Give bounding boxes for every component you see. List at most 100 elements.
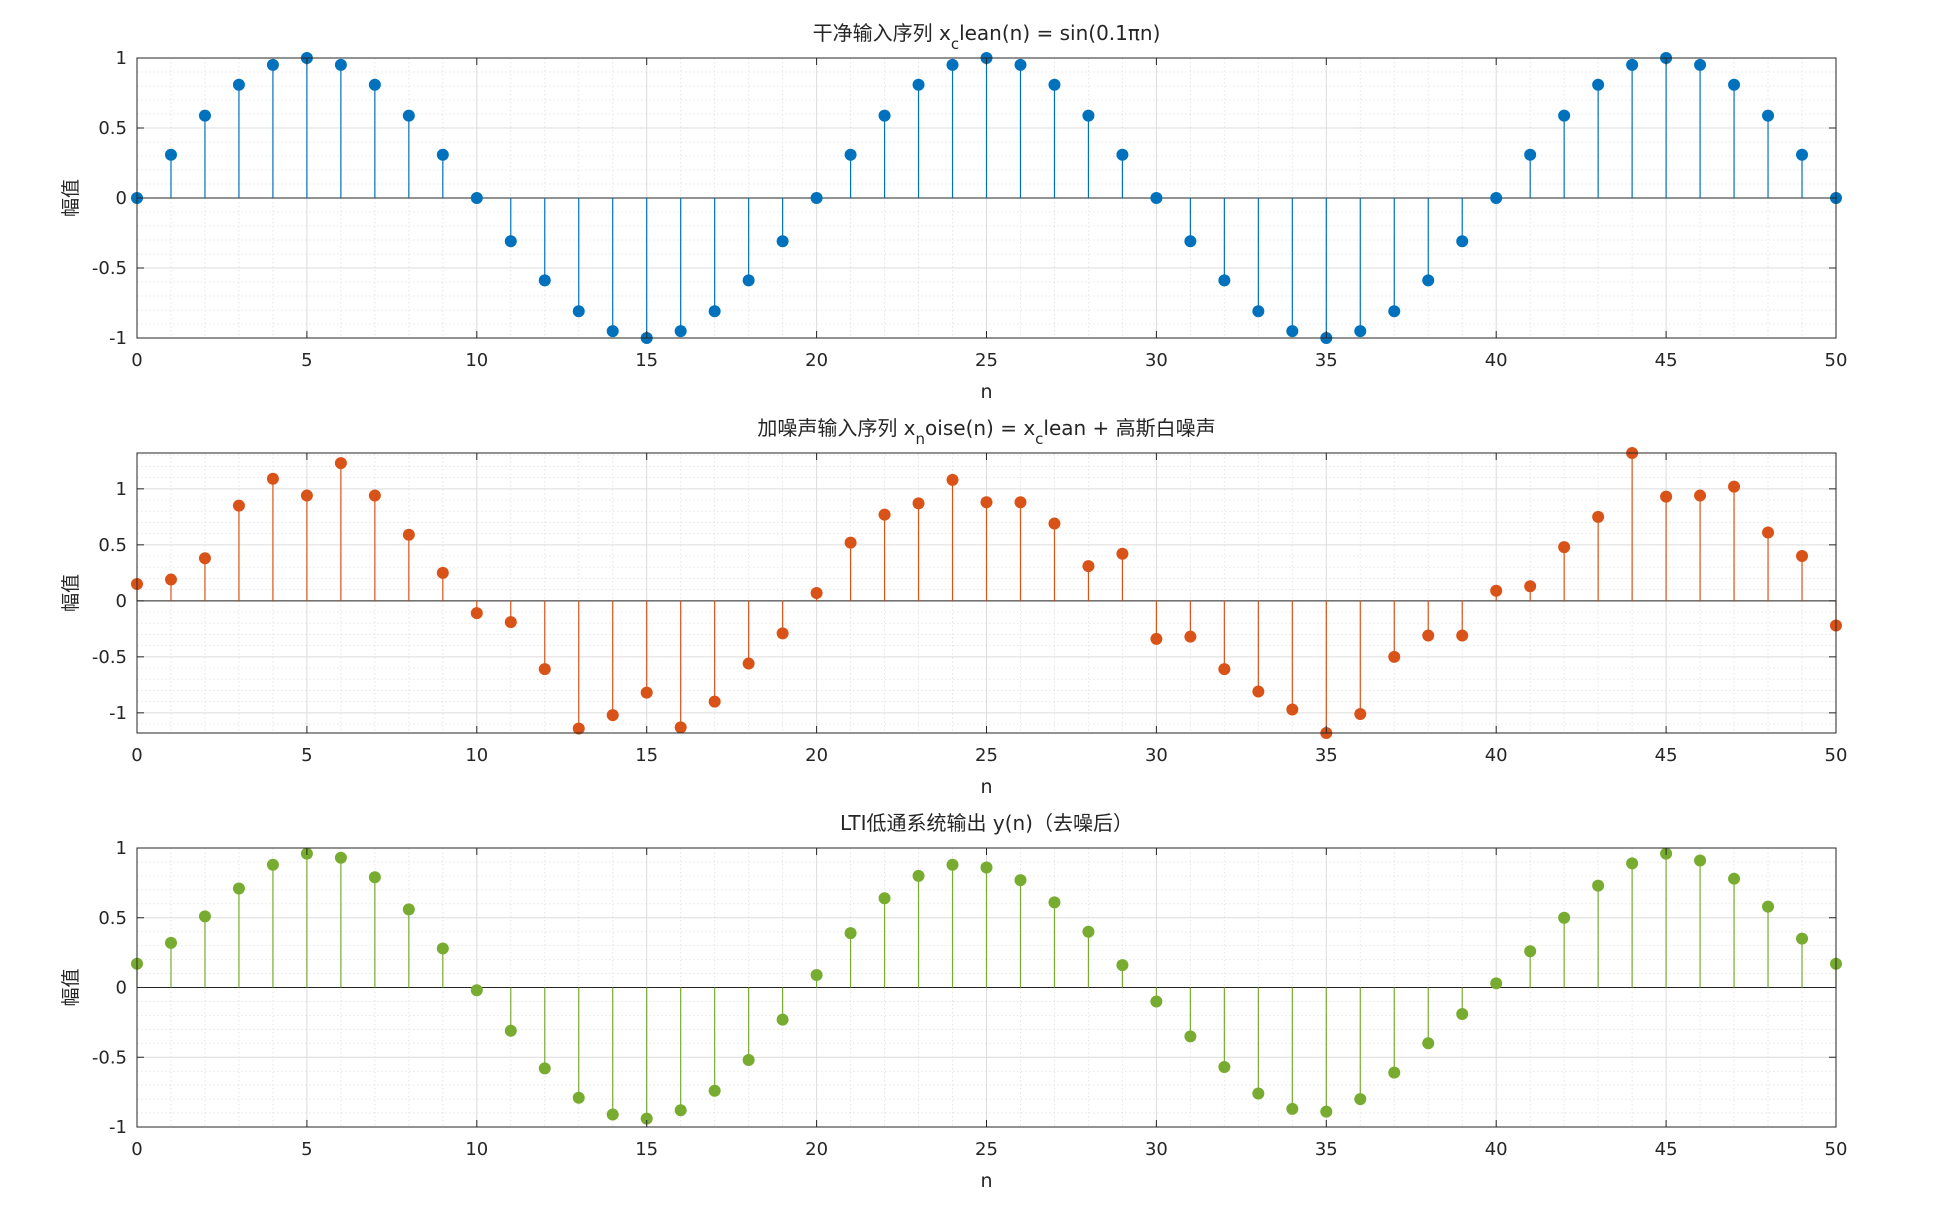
minor-grid bbox=[137, 848, 1836, 1127]
x-axis-label: n bbox=[980, 381, 992, 403]
title-subscript: c bbox=[1035, 430, 1043, 448]
data-point-8 bbox=[402, 903, 415, 916]
title-segment: oise(n) = x bbox=[925, 416, 1035, 440]
x-tick-label: 25 bbox=[975, 1139, 998, 1160]
data-point-23 bbox=[912, 497, 925, 510]
data-point-24 bbox=[946, 58, 959, 71]
data-point-48 bbox=[1762, 109, 1775, 122]
series bbox=[131, 847, 1842, 1125]
data-point-14 bbox=[606, 709, 619, 722]
series bbox=[131, 52, 1842, 344]
x-tick-label: 15 bbox=[635, 350, 658, 371]
data-point-13 bbox=[572, 305, 585, 318]
y-tick-label: 0.5 bbox=[98, 118, 127, 139]
data-point-11 bbox=[504, 235, 517, 248]
data-point-1 bbox=[164, 936, 177, 949]
data-point-20 bbox=[810, 968, 823, 981]
chart-title: LTI低通系统输出 y(n)（去噪后） bbox=[840, 811, 1133, 835]
data-point-10 bbox=[470, 192, 483, 204]
x-tick-label: 30 bbox=[1145, 1139, 1168, 1160]
data-point-9 bbox=[436, 942, 449, 955]
y-axis-label: 幅值 bbox=[60, 968, 82, 1006]
title-segment: lean + 高斯白噪声 bbox=[1043, 416, 1215, 440]
x-tick-label: 45 bbox=[1655, 745, 1678, 766]
y-ticks: -1 -0.5 0 0.5 1 bbox=[92, 838, 1836, 1138]
data-point-35 bbox=[1320, 1105, 1333, 1118]
data-point-22 bbox=[878, 892, 891, 905]
data-point-27 bbox=[1048, 517, 1061, 530]
data-point-20 bbox=[810, 192, 823, 204]
data-point-13 bbox=[572, 1091, 585, 1104]
title-segment: lean(n) = sin(0.1πn) bbox=[959, 21, 1160, 45]
data-point-43 bbox=[1592, 879, 1605, 892]
data-point-11 bbox=[504, 1024, 517, 1037]
data-point-39 bbox=[1456, 1008, 1469, 1021]
y-tick-label: -1 bbox=[109, 1117, 127, 1138]
data-point-32 bbox=[1218, 663, 1231, 676]
data-point-14 bbox=[606, 1108, 619, 1121]
data-point-26 bbox=[1014, 496, 1027, 509]
data-point-7 bbox=[368, 489, 381, 502]
data-point-26 bbox=[1014, 58, 1027, 71]
x-tick-label: 25 bbox=[975, 350, 998, 371]
x-tick-label: 30 bbox=[1145, 745, 1168, 766]
data-point-29 bbox=[1116, 959, 1129, 972]
y-tick-label: 0 bbox=[116, 591, 127, 612]
y-tick-label: 1 bbox=[116, 48, 127, 69]
data-point-25 bbox=[980, 496, 993, 509]
data-point-31 bbox=[1184, 235, 1197, 248]
data-point-6 bbox=[334, 457, 347, 470]
data-point-18 bbox=[742, 1054, 755, 1067]
x-ticks: 0 5 10 15 20 25 30 35 40 45 50 bbox=[131, 453, 1847, 766]
y-ticks: -1 -0.5 0 0.5 1 bbox=[92, 48, 1836, 349]
data-point-38 bbox=[1422, 274, 1435, 287]
x-tick-label: 10 bbox=[465, 1139, 488, 1160]
data-point-29 bbox=[1116, 148, 1129, 161]
data-point-1 bbox=[164, 573, 177, 586]
data-point-10 bbox=[470, 607, 483, 620]
data-point-39 bbox=[1456, 235, 1469, 248]
x-tick-label: 10 bbox=[465, 350, 488, 371]
title-segment: LTI低通系统输出 y(n)（去噪后） bbox=[840, 811, 1133, 835]
x-tick-label: 50 bbox=[1825, 1139, 1848, 1160]
x-tick-label: 5 bbox=[301, 745, 312, 766]
data-point-45 bbox=[1660, 490, 1673, 503]
data-point-46 bbox=[1694, 58, 1707, 71]
x-tick-label: 0 bbox=[131, 745, 142, 766]
data-point-23 bbox=[912, 869, 925, 882]
chart-title: 加噪声输入序列 xnoise(n) = xclean + 高斯白噪声 bbox=[757, 416, 1215, 448]
data-point-31 bbox=[1184, 630, 1197, 643]
x-tick-label: 35 bbox=[1315, 745, 1338, 766]
data-point-22 bbox=[878, 508, 891, 521]
x-tick-label: 15 bbox=[635, 745, 658, 766]
data-point-21 bbox=[844, 927, 857, 940]
y-tick-label: 0.5 bbox=[98, 535, 127, 556]
data-point-19 bbox=[776, 235, 789, 248]
y-axis-label: 幅值 bbox=[60, 179, 82, 217]
data-point-24 bbox=[946, 473, 959, 486]
data-point-47 bbox=[1728, 78, 1741, 91]
x-tick-label: 20 bbox=[805, 745, 828, 766]
data-point-40 bbox=[1490, 192, 1503, 204]
title-segment: 干净输入序列 x bbox=[813, 21, 951, 45]
x-axis-label: n bbox=[980, 776, 992, 798]
data-point-9 bbox=[436, 148, 449, 161]
y-axis-label: 幅值 bbox=[60, 574, 82, 612]
data-point-15 bbox=[640, 1112, 653, 1125]
x-tick-label: 35 bbox=[1315, 350, 1338, 371]
x-tick-label: 5 bbox=[301, 1139, 312, 1160]
data-point-41 bbox=[1524, 945, 1537, 958]
data-point-30 bbox=[1150, 995, 1163, 1008]
data-point-19 bbox=[776, 627, 789, 640]
data-point-41 bbox=[1524, 148, 1537, 161]
data-point-2 bbox=[198, 552, 211, 565]
y-tick-label: 0.5 bbox=[98, 908, 127, 929]
data-point-34 bbox=[1286, 1102, 1299, 1115]
data-point-43 bbox=[1592, 78, 1605, 91]
data-point-3 bbox=[232, 882, 245, 895]
data-point-28 bbox=[1082, 109, 1095, 122]
data-point-18 bbox=[742, 657, 755, 670]
data-point-31 bbox=[1184, 1030, 1197, 1043]
data-point-6 bbox=[334, 851, 347, 864]
